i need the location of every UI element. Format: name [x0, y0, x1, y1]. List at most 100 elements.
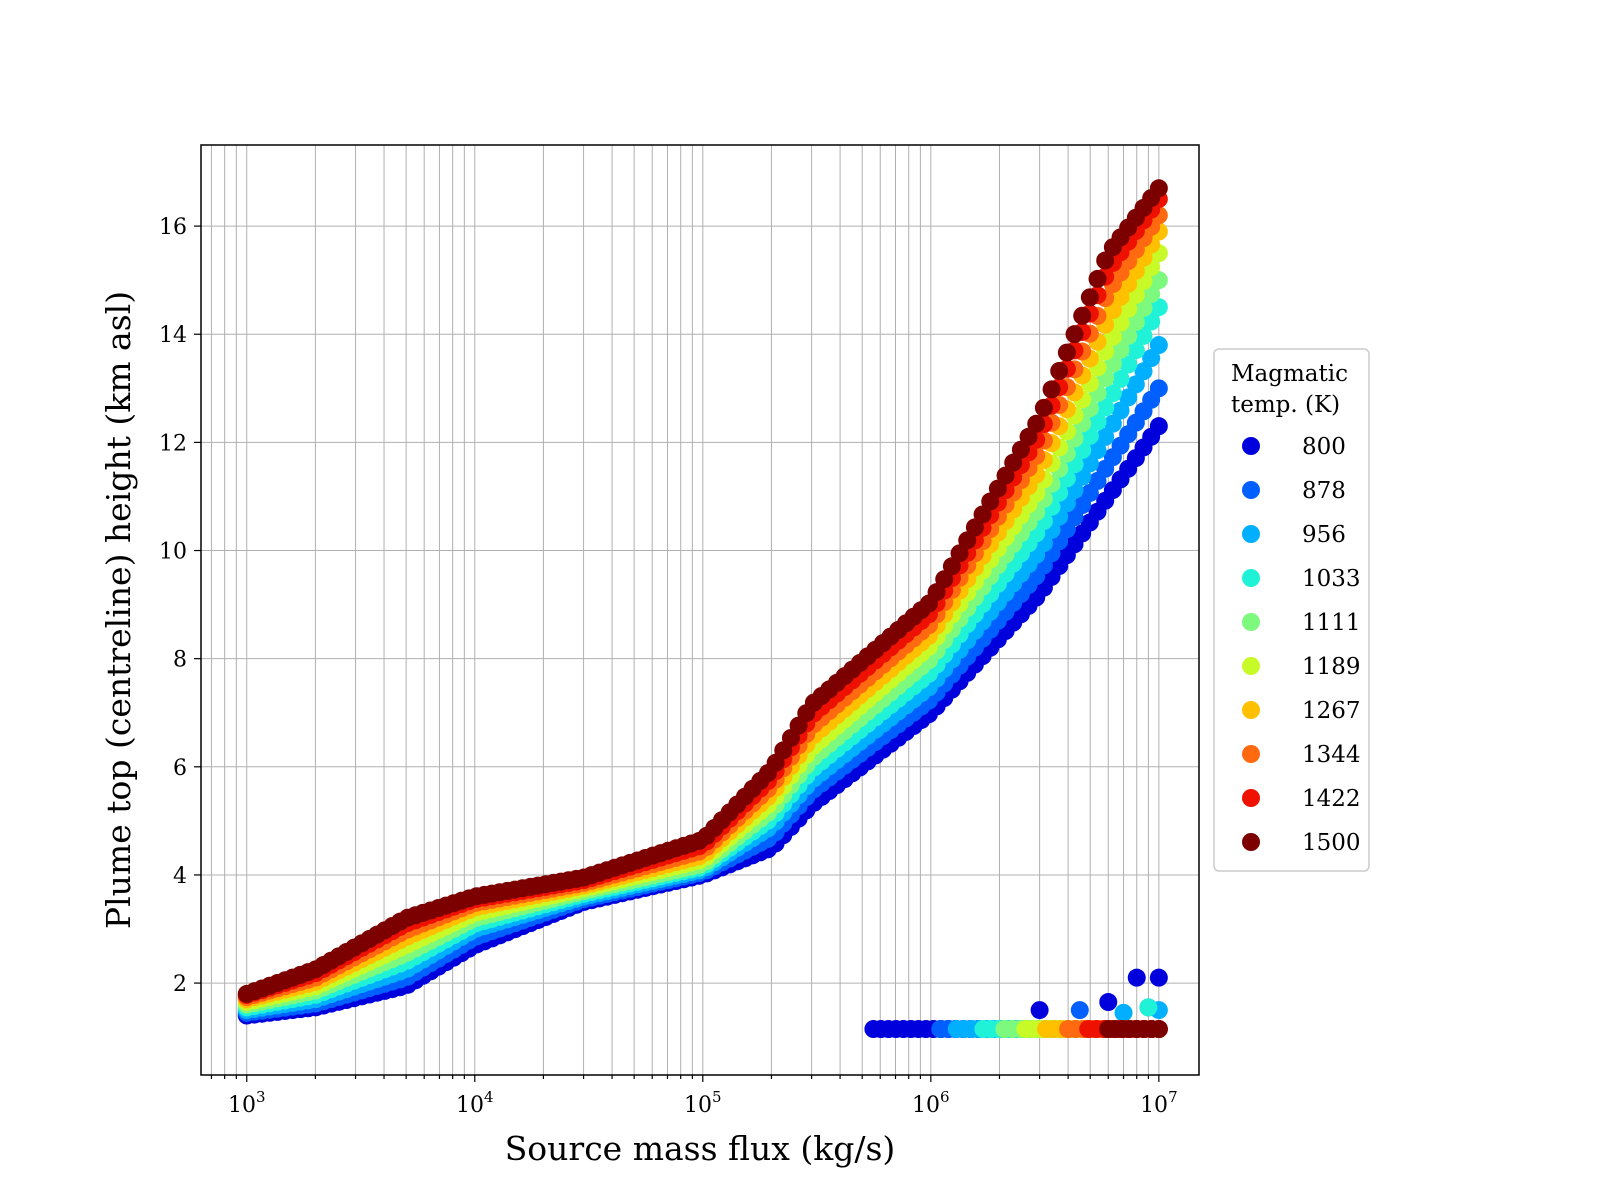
legend-box — [1213, 348, 1370, 872]
point-1500 — [1019, 427, 1038, 446]
legend-label-800: 800 — [1302, 434, 1346, 460]
point-1500 — [942, 557, 961, 576]
point-956 — [1080, 454, 1099, 473]
y-tick-label: 10 — [159, 540, 187, 565]
point-1500 — [996, 466, 1015, 485]
y-tick-label: 8 — [173, 648, 187, 673]
point-1500 — [1073, 306, 1092, 325]
point-1500 — [1057, 343, 1076, 362]
point-956 — [1119, 388, 1138, 407]
point-1500 — [935, 570, 954, 589]
x-tick-label: 107 — [1140, 1088, 1178, 1118]
point-1033 — [1088, 412, 1107, 431]
axis-ticks: 2 4 6 8 10 12 14 16 103 104 105 106 107 — [159, 215, 1178, 1118]
series-1500 — [237, 179, 1168, 1039]
x-tick-label: 105 — [684, 1088, 722, 1118]
plot-frame — [200, 144, 1200, 1076]
point-956 — [1088, 441, 1107, 460]
point-956 — [1149, 336, 1168, 355]
y-axis-title: Plume top (centreline) height (km asl) — [99, 291, 138, 929]
extra-point-878 — [1070, 1001, 1089, 1020]
legend-label-1267: 1267 — [1302, 698, 1361, 724]
point-1033 — [1149, 298, 1168, 317]
legend-label-956: 956 — [1302, 522, 1346, 548]
legend-title-line-2: temp. (K) — [1231, 392, 1340, 418]
legend-label-1189: 1189 — [1302, 654, 1361, 680]
point-956 — [1103, 414, 1122, 433]
point-800 — [1149, 417, 1168, 436]
extra-point-956 — [1114, 1003, 1133, 1022]
point-1033 — [1096, 398, 1115, 417]
y-tick-label: 2 — [173, 972, 187, 997]
legend-marker-878 — [1242, 481, 1260, 499]
point-1033 — [1142, 312, 1161, 331]
point-1033 — [1119, 355, 1138, 374]
legend-label-1033: 1033 — [1302, 566, 1361, 592]
data-points — [237, 179, 1168, 1039]
point-1033 — [1111, 369, 1130, 388]
point-956 — [1096, 427, 1115, 446]
legend-marker-1500 — [1242, 833, 1260, 851]
x-tick-label: 104 — [456, 1088, 494, 1118]
extra-point-800 — [1127, 968, 1146, 987]
legend-marker-1422 — [1242, 789, 1260, 807]
point-1500 — [981, 492, 1000, 511]
point-1267 — [1111, 288, 1130, 307]
point-1111 — [1134, 299, 1153, 318]
point-1033 — [1103, 384, 1122, 403]
point-1111 — [1126, 312, 1145, 331]
point-1500 — [988, 479, 1007, 498]
extra-point-1033 — [1139, 998, 1158, 1017]
point-1111 — [1149, 271, 1168, 290]
y-tick-label: 12 — [159, 431, 187, 456]
point-956 — [1126, 375, 1145, 394]
legend-marker-1267 — [1242, 701, 1260, 719]
extra-point-800 — [1099, 993, 1118, 1012]
point-1500 — [927, 583, 946, 602]
point-1500 — [958, 531, 977, 550]
y-tick-label: 14 — [159, 323, 187, 348]
point-1033 — [1126, 341, 1145, 360]
point-1500 — [950, 544, 969, 563]
point-956 — [1134, 362, 1153, 381]
point-1500 — [1011, 440, 1030, 459]
point-1500 — [973, 505, 992, 524]
point-1500 — [1065, 325, 1084, 344]
x-axis-title: Source mass flux (kg/s) — [505, 1129, 896, 1168]
legend-marker-1111 — [1242, 613, 1260, 631]
extra-point-800 — [1149, 968, 1168, 987]
point-1111 — [1111, 340, 1130, 359]
legend-label-1500: 1500 — [1302, 830, 1361, 856]
legend-marker-956 — [1242, 525, 1260, 543]
point-956 — [1111, 401, 1130, 420]
point-1500 — [1080, 288, 1099, 307]
legend-marker-1033 — [1242, 569, 1260, 587]
legend-label-878: 878 — [1302, 478, 1346, 504]
point-1500 — [1088, 269, 1107, 288]
legend-label-1422: 1422 — [1302, 786, 1361, 812]
point-1500 — [1004, 453, 1023, 472]
legend-marker-800 — [1242, 437, 1260, 455]
y-tick-label: 16 — [159, 215, 187, 240]
x-tick-label: 106 — [912, 1088, 950, 1118]
point-1500 — [1042, 380, 1061, 399]
point-1500 — [965, 518, 984, 537]
low-point-1500 — [1149, 1020, 1168, 1039]
legend-marker-1344 — [1242, 745, 1260, 763]
point-1111 — [1142, 285, 1161, 304]
legend: Magmatic temp. (K) 800 878 956 1033 1111 1189… — [1213, 348, 1370, 872]
point-1111 — [1119, 326, 1138, 345]
legend-title-line-1: Magmatic — [1231, 361, 1348, 387]
legend-marker-1189 — [1242, 657, 1260, 675]
legend-label-1344: 1344 — [1302, 742, 1361, 768]
point-1500 — [1034, 398, 1053, 417]
y-tick-label: 4 — [173, 864, 187, 889]
point-1500 — [1050, 361, 1069, 380]
point-1033 — [1134, 326, 1153, 345]
point-878 — [1149, 379, 1168, 398]
extra-point-800 — [1030, 1001, 1049, 1020]
y-tick-label: 6 — [173, 756, 187, 781]
point-1500 — [1096, 251, 1115, 270]
point-1500 — [1149, 179, 1168, 198]
